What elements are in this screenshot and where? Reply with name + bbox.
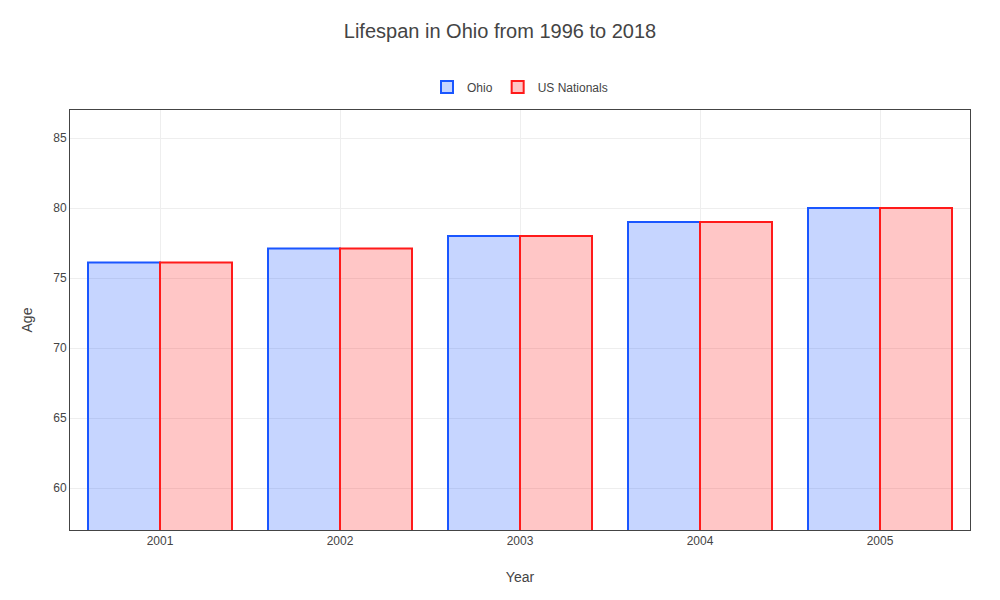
- svg-text:Year: Year: [506, 569, 535, 585]
- svg-text:70: 70: [53, 341, 67, 355]
- svg-text:2001: 2001: [147, 534, 174, 548]
- svg-text:75: 75: [53, 271, 67, 285]
- svg-text:Ohio: Ohio: [467, 81, 493, 95]
- svg-text:65: 65: [53, 411, 67, 425]
- svg-text:80: 80: [53, 201, 67, 215]
- svg-text:2003: 2003: [507, 534, 534, 548]
- svg-text:85: 85: [53, 131, 67, 145]
- svg-text:2004: 2004: [687, 534, 714, 548]
- svg-text:Lifespan in Ohio from 1996 to: Lifespan in Ohio from 1996 to 2018: [344, 20, 656, 42]
- svg-text:2002: 2002: [327, 534, 354, 548]
- svg-text:2005: 2005: [867, 534, 894, 548]
- svg-text:60: 60: [53, 481, 67, 495]
- svg-text:US Nationals: US Nationals: [538, 81, 608, 95]
- svg-text:Age: Age: [19, 307, 35, 332]
